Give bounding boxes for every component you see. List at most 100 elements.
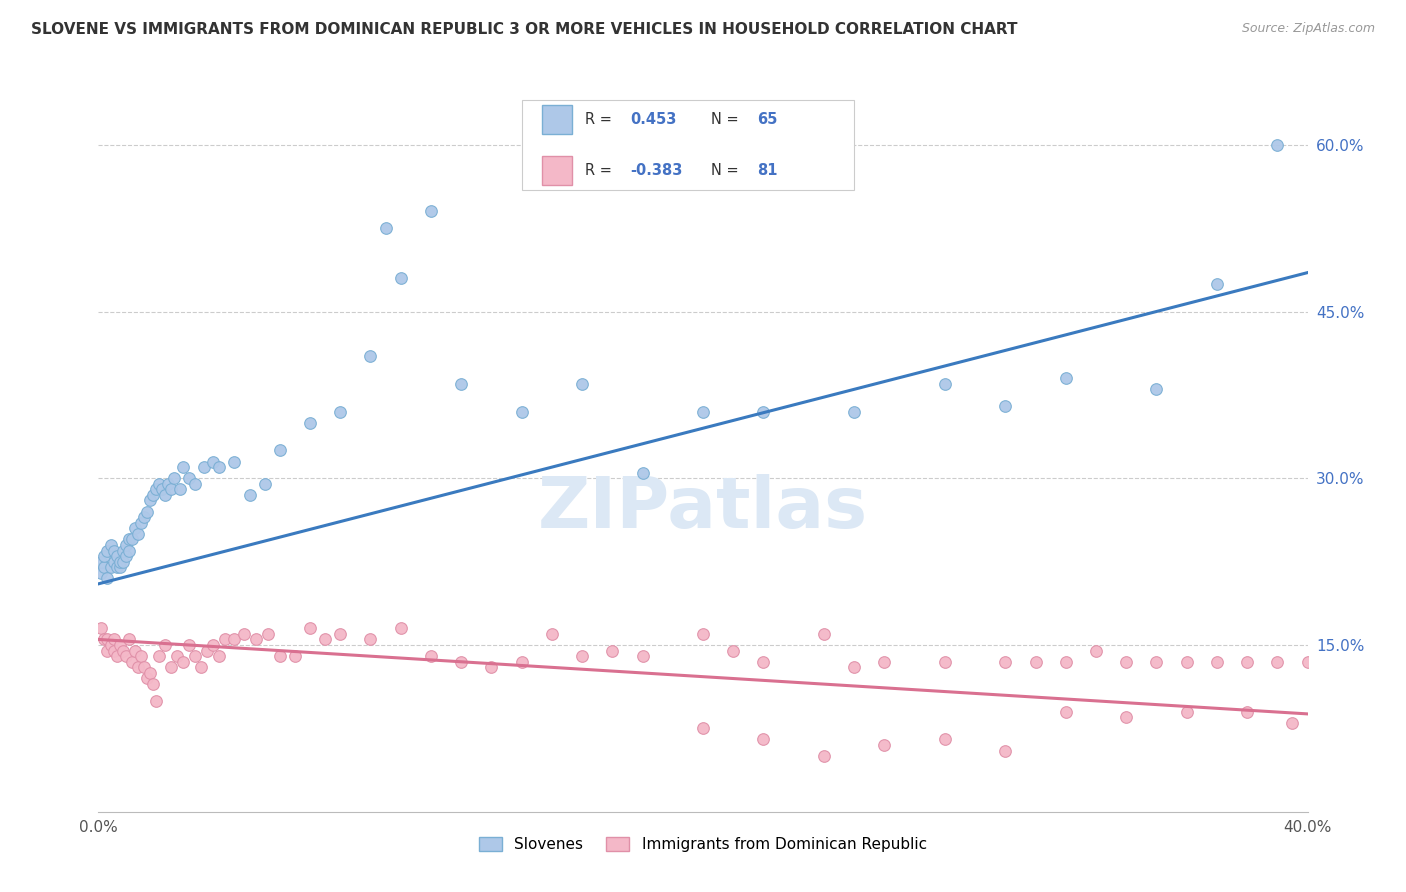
Point	[994, 399, 1017, 413]
Point	[208, 460, 231, 475]
Point	[118, 543, 141, 558]
Point	[96, 543, 118, 558]
Point	[873, 738, 896, 752]
Point	[1054, 655, 1077, 669]
Point	[214, 632, 236, 647]
Point	[813, 627, 835, 641]
Point	[1175, 705, 1198, 719]
Point	[239, 488, 262, 502]
Point	[129, 649, 152, 664]
Point	[96, 632, 118, 647]
Point	[160, 660, 183, 674]
Point	[114, 649, 136, 664]
Point	[692, 404, 714, 418]
Point	[420, 204, 443, 219]
Point	[450, 376, 472, 391]
Point	[118, 632, 141, 647]
Point	[118, 533, 141, 547]
Point	[631, 649, 654, 664]
Point	[135, 671, 157, 685]
Point	[93, 549, 115, 563]
Point	[253, 476, 276, 491]
Point	[360, 349, 382, 363]
Point	[1054, 705, 1077, 719]
Point	[184, 649, 207, 664]
Point	[145, 483, 167, 497]
Point	[1115, 710, 1137, 724]
Point	[142, 488, 165, 502]
Point	[329, 627, 352, 641]
Point	[1115, 655, 1137, 669]
Point	[148, 476, 170, 491]
Point	[195, 643, 218, 657]
Point	[132, 660, 155, 674]
Point	[90, 555, 112, 569]
Point	[602, 643, 624, 657]
Point	[752, 655, 775, 669]
Point	[1267, 655, 1289, 669]
Point	[1236, 655, 1258, 669]
Point	[179, 638, 201, 652]
Point	[103, 543, 125, 558]
Point	[510, 404, 533, 418]
Point	[160, 483, 183, 497]
Point	[90, 621, 112, 635]
Point	[224, 632, 246, 647]
Point	[139, 665, 162, 680]
Point	[121, 533, 143, 547]
Point	[510, 655, 533, 669]
Text: SLOVENE VS IMMIGRANTS FROM DOMINICAN REPUBLIC 3 OR MORE VEHICLES IN HOUSEHOLD CO: SLOVENE VS IMMIGRANTS FROM DOMINICAN REP…	[31, 22, 1018, 37]
Text: ZIPatlas: ZIPatlas	[538, 474, 868, 542]
Point	[111, 555, 134, 569]
Point	[994, 743, 1017, 757]
Point	[389, 271, 412, 285]
Point	[420, 649, 443, 664]
Point	[156, 476, 179, 491]
Point	[360, 632, 382, 647]
Point	[692, 627, 714, 641]
Point	[114, 549, 136, 563]
Point	[994, 655, 1017, 669]
Point	[1206, 655, 1229, 669]
Point	[256, 627, 278, 641]
Text: 0.453: 0.453	[630, 112, 676, 127]
Point	[202, 638, 225, 652]
Point	[723, 643, 745, 657]
Point	[145, 693, 167, 707]
Point	[96, 571, 118, 585]
Point	[1175, 655, 1198, 669]
Point	[1281, 715, 1303, 730]
Point	[752, 404, 775, 418]
Point	[299, 621, 322, 635]
Point	[224, 454, 246, 468]
Text: 65: 65	[758, 112, 778, 127]
Point	[179, 471, 201, 485]
Point	[132, 510, 155, 524]
Point	[135, 505, 157, 519]
FancyBboxPatch shape	[543, 105, 572, 134]
Point	[1236, 705, 1258, 719]
Point	[202, 454, 225, 468]
Point	[299, 416, 322, 430]
Point	[873, 655, 896, 669]
Text: R =: R =	[585, 163, 616, 178]
Point	[172, 460, 194, 475]
Point	[269, 649, 291, 664]
Point	[329, 404, 352, 418]
Text: Source: ZipAtlas.com: Source: ZipAtlas.com	[1241, 22, 1375, 36]
Point	[114, 538, 136, 552]
Point	[314, 632, 336, 647]
Point	[105, 549, 128, 563]
Point	[1144, 655, 1167, 669]
Point	[124, 643, 146, 657]
Point	[127, 526, 149, 541]
Point	[150, 483, 173, 497]
Point	[193, 460, 215, 475]
Point	[163, 471, 186, 485]
Point	[166, 649, 188, 664]
Point	[269, 443, 291, 458]
Point	[111, 643, 134, 657]
Point	[190, 660, 212, 674]
Point	[844, 660, 866, 674]
Point	[844, 404, 866, 418]
